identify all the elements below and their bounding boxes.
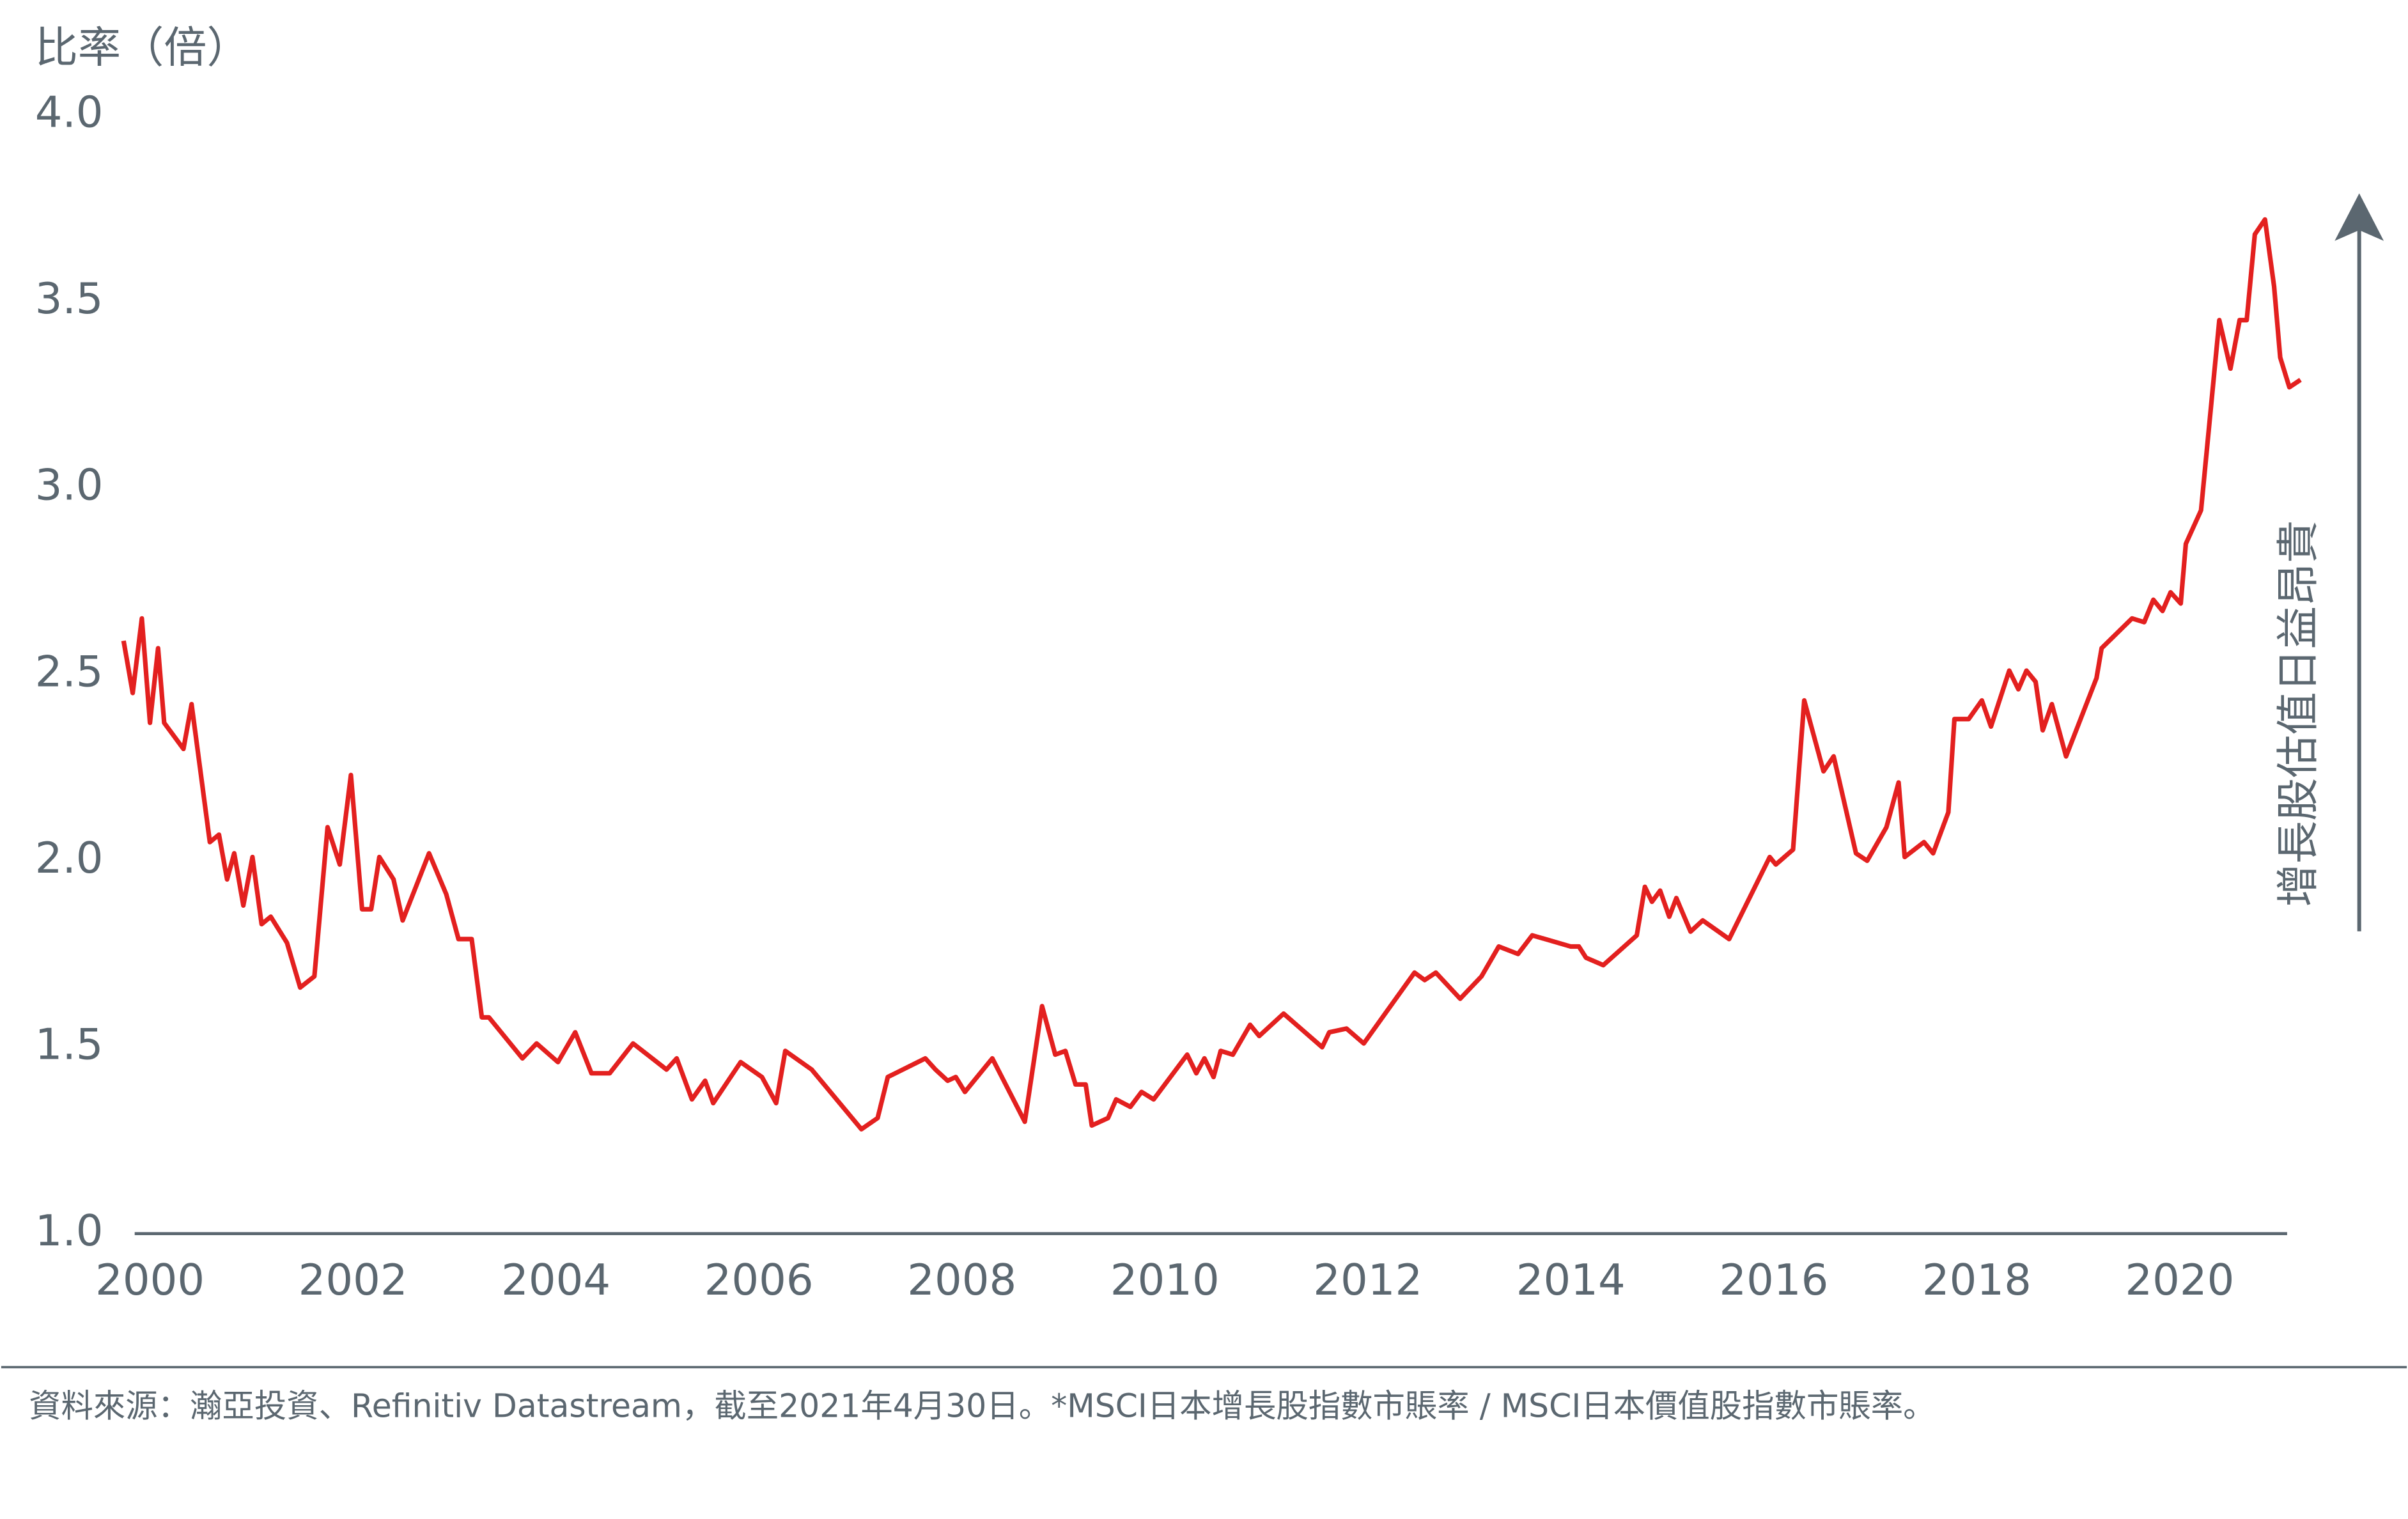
x-tick-label: 2006 xyxy=(704,1255,814,1305)
y-tick-label: 2.0 xyxy=(35,833,104,883)
y-tick-label: 2.5 xyxy=(35,646,104,696)
data-line xyxy=(121,217,2302,1132)
x-tick-label: 2018 xyxy=(1922,1255,2031,1305)
y-axis-label: 比率（倍） xyxy=(35,23,250,73)
x-tick-label: 2016 xyxy=(1719,1255,1828,1305)
x-tick-label: 2020 xyxy=(2125,1255,2234,1305)
source-note: 資料來源：瀚亞投資、Refinitiv Datastream，截至2021年4月… xyxy=(29,1387,1935,1425)
y-tick-label: 3.0 xyxy=(35,460,104,510)
y-tick-label: 1.5 xyxy=(35,1020,104,1070)
annotation: 增長股估值日益昂貴 xyxy=(2273,520,2323,907)
y-tick-label: 4.0 xyxy=(35,88,104,137)
x-tick-label: 2008 xyxy=(907,1255,1016,1305)
y-tick-label: 1.0 xyxy=(35,1206,104,1256)
x-tick-label: 2010 xyxy=(1110,1255,1220,1305)
x-tick-label: 2002 xyxy=(299,1255,408,1305)
y-tick-label: 3.5 xyxy=(35,274,104,323)
arrow-head xyxy=(2334,193,2384,241)
x-tick-label: 2014 xyxy=(1516,1255,1626,1305)
x-tick-label: 2012 xyxy=(1313,1255,1422,1305)
x-tick-label: 2004 xyxy=(501,1255,610,1305)
x-tick-label: 2000 xyxy=(95,1255,205,1305)
